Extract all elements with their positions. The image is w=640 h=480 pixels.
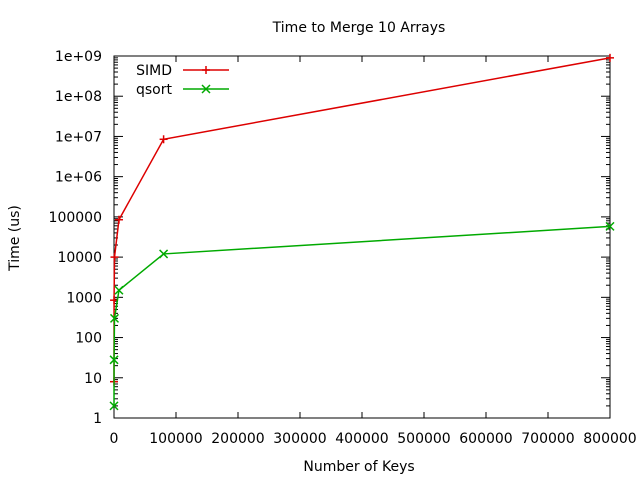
data-point-qsort (159, 249, 169, 259)
x-tick-label: 400000 (335, 431, 388, 447)
x-axis-ticks: 0 100000 200000 300000 400000 500000 600000 700… (110, 56, 637, 447)
x-tick-label: 800000 (583, 431, 636, 447)
data-point-qsort (109, 401, 119, 411)
legend-label-simd: SIMD (136, 63, 172, 79)
data-point-qsort (114, 285, 124, 295)
legend-marker-simd (202, 66, 210, 74)
y-tick-label: 1e+06 (55, 170, 102, 186)
y-axis-ticks: 1 10 100 1000 10000 100000 1e+06 1e+07 1e+08 1e+0… (49, 49, 610, 427)
x-tick-label: 0 (110, 431, 119, 447)
y-tick-label: 100 (75, 331, 102, 347)
x-axis-label: Number of Keys (303, 459, 414, 475)
series-line-qsort (113, 225, 611, 406)
x-tick-label: 100000 (149, 431, 202, 447)
x-tick-label: 500000 (397, 431, 450, 447)
data-point-qsort (605, 221, 615, 231)
y-tick-label: 1e+07 (55, 129, 102, 145)
data-point-simd (606, 53, 614, 62)
y-axis-label: Time (us) (7, 205, 23, 272)
y-tick-label: 1 (93, 411, 102, 427)
x-tick-label: 600000 (459, 431, 512, 447)
legend-label-qsort: qsort (136, 82, 173, 98)
data-point-simd (114, 215, 123, 224)
x-tick-label: 300000 (273, 431, 326, 447)
data-point-qsort (109, 355, 119, 365)
data-point-qsort (109, 313, 120, 323)
y-tick-label: 1e+08 (55, 89, 102, 105)
series-line-simd (113, 57, 611, 382)
data-point-simd (110, 253, 119, 262)
y-tick-label: 1000 (66, 290, 102, 306)
y-tick-label: 10 (84, 371, 102, 387)
y-tick-label: 1e+09 (55, 49, 102, 65)
legend: SIMD qsort (136, 63, 229, 98)
series-layer (109, 53, 615, 411)
legend-marker-qsort (201, 84, 211, 94)
y-tick-label: 10000 (57, 250, 102, 266)
y-tick-label: 100000 (49, 210, 102, 226)
data-point-simd (159, 135, 168, 144)
x-tick-label: 700000 (521, 431, 574, 447)
chart-title: Time to Merge 10 Arrays (272, 20, 446, 36)
x-tick-label: 200000 (211, 431, 264, 447)
plot-frame (113, 55, 611, 419)
